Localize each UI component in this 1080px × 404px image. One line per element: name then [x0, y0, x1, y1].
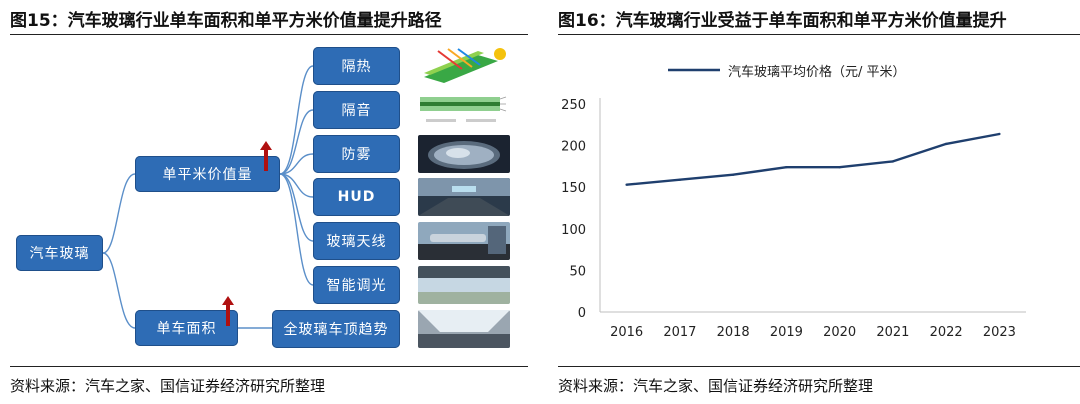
x-tick-label: 2019 [770, 325, 803, 340]
right-bottom-rule [558, 366, 1080, 367]
data-point [785, 166, 788, 169]
x-tick-label: 2022 [930, 325, 963, 340]
connector-value-to-dimming [279, 173, 314, 286]
price-line-chart: 0 50 100 150 200 250 2016 2017 2018 2019 2020 2021 2… [561, 68, 1026, 340]
node-smart-dimming: 智能调光 [313, 266, 400, 304]
y-tick-label: 100 [561, 223, 586, 238]
legend-label: 汽车玻璃平均价格（元/ 平米） [728, 65, 906, 80]
node-glass-antenna: 玻璃天线 [313, 222, 400, 260]
connector-root-to-area [102, 252, 136, 329]
right-figure-source: 资料来源：汽车之家、国信证券经济研究所整理 [558, 377, 874, 395]
sound-insulation-image [418, 91, 510, 129]
x-tick-label: 2016 [610, 325, 643, 340]
left-figure-title: 图15：汽车玻璃行业单车面积和单平方米价值量提升路径 [10, 11, 442, 31]
series-line [626, 132, 1000, 186]
left-top-rule [10, 34, 528, 35]
node-heat-insulation: 隔热 [313, 47, 400, 85]
right-figure-title: 图16：汽车玻璃行业受益于单车面积和单平方米价值量提升 [558, 11, 1007, 31]
up-arrow-icon [260, 141, 272, 171]
data-point [678, 178, 682, 181]
node-hud: HUD [313, 178, 400, 216]
node-panoramic-roof-trend: 全玻璃车顶趋势 [272, 310, 400, 348]
anti-fog-image [418, 135, 510, 173]
data-point [625, 183, 628, 186]
node-sound-insulation: 隔音 [313, 91, 400, 129]
left-figure-source: 资料来源：汽车之家、国信证券经济研究所整理 [10, 377, 326, 395]
node-heat-insulation-label: 隔热 [341, 59, 372, 75]
data-point [998, 132, 1001, 136]
data-point [891, 160, 895, 163]
node-value-per-sqm-label: 单平米价值量 [162, 167, 253, 183]
node-area-per-car-label: 单车面积 [156, 321, 217, 337]
x-tick-label: 2023 [983, 325, 1016, 340]
left-figure-panel: 图15：汽车玻璃行业单车面积和单平方米价值量提升路径 汽车玻璃 单平米价值量 单… [0, 0, 528, 404]
x-tick-label: 2021 [876, 325, 909, 340]
node-anti-fog: 防雾 [313, 135, 400, 173]
node-value-per-sqm: 单平米价值量 [135, 156, 280, 192]
right-figure-panel: 图16：汽车玻璃行业受益于单车面积和单平方米价值量提升 0 50 100 150 200… [548, 0, 1080, 404]
node-smart-dimming-label: 智能调光 [326, 278, 387, 294]
x-tick-label: 2018 [717, 325, 750, 340]
x-tick-label: 2020 [823, 325, 856, 340]
node-root: 汽车玻璃 [16, 235, 103, 271]
smart-dimming-image [418, 266, 510, 304]
node-sound-insulation-label: 隔音 [341, 103, 372, 119]
y-tick-label: 0 [578, 306, 586, 321]
up-arrow-icon [222, 296, 234, 326]
connector-value-to-fog [279, 153, 314, 175]
data-point [944, 142, 948, 146]
x-tick-label: 2017 [663, 325, 696, 340]
hud-image [418, 178, 510, 216]
left-bottom-rule [10, 366, 528, 367]
node-area-per-car: 单车面积 [135, 310, 238, 346]
data-point [731, 173, 735, 176]
y-tick-label: 150 [561, 181, 586, 196]
connector-value-to-sound [279, 109, 314, 175]
connector-root-to-value [102, 173, 136, 254]
connector-value-to-insulation [279, 65, 314, 175]
y-tick-label: 200 [561, 140, 586, 155]
panoramic-roof-image [418, 310, 510, 348]
node-anti-fog-label: 防雾 [341, 147, 372, 163]
node-hud-label: HUD [337, 189, 376, 205]
node-glass-antenna-label: 玻璃天线 [326, 234, 387, 250]
right-top-rule [558, 34, 1080, 35]
glass-antenna-image [418, 222, 510, 260]
node-panoramic-roof-trend-label: 全玻璃车顶趋势 [283, 322, 389, 338]
data-point [838, 166, 841, 169]
y-tick-label: 50 [569, 264, 586, 279]
tree-connector-lines [102, 65, 314, 329]
y-tick-label: 250 [561, 98, 586, 113]
node-root-label: 汽车玻璃 [29, 246, 90, 262]
connector-value-to-antenna [279, 173, 314, 242]
heat-insulation-image [418, 47, 510, 85]
